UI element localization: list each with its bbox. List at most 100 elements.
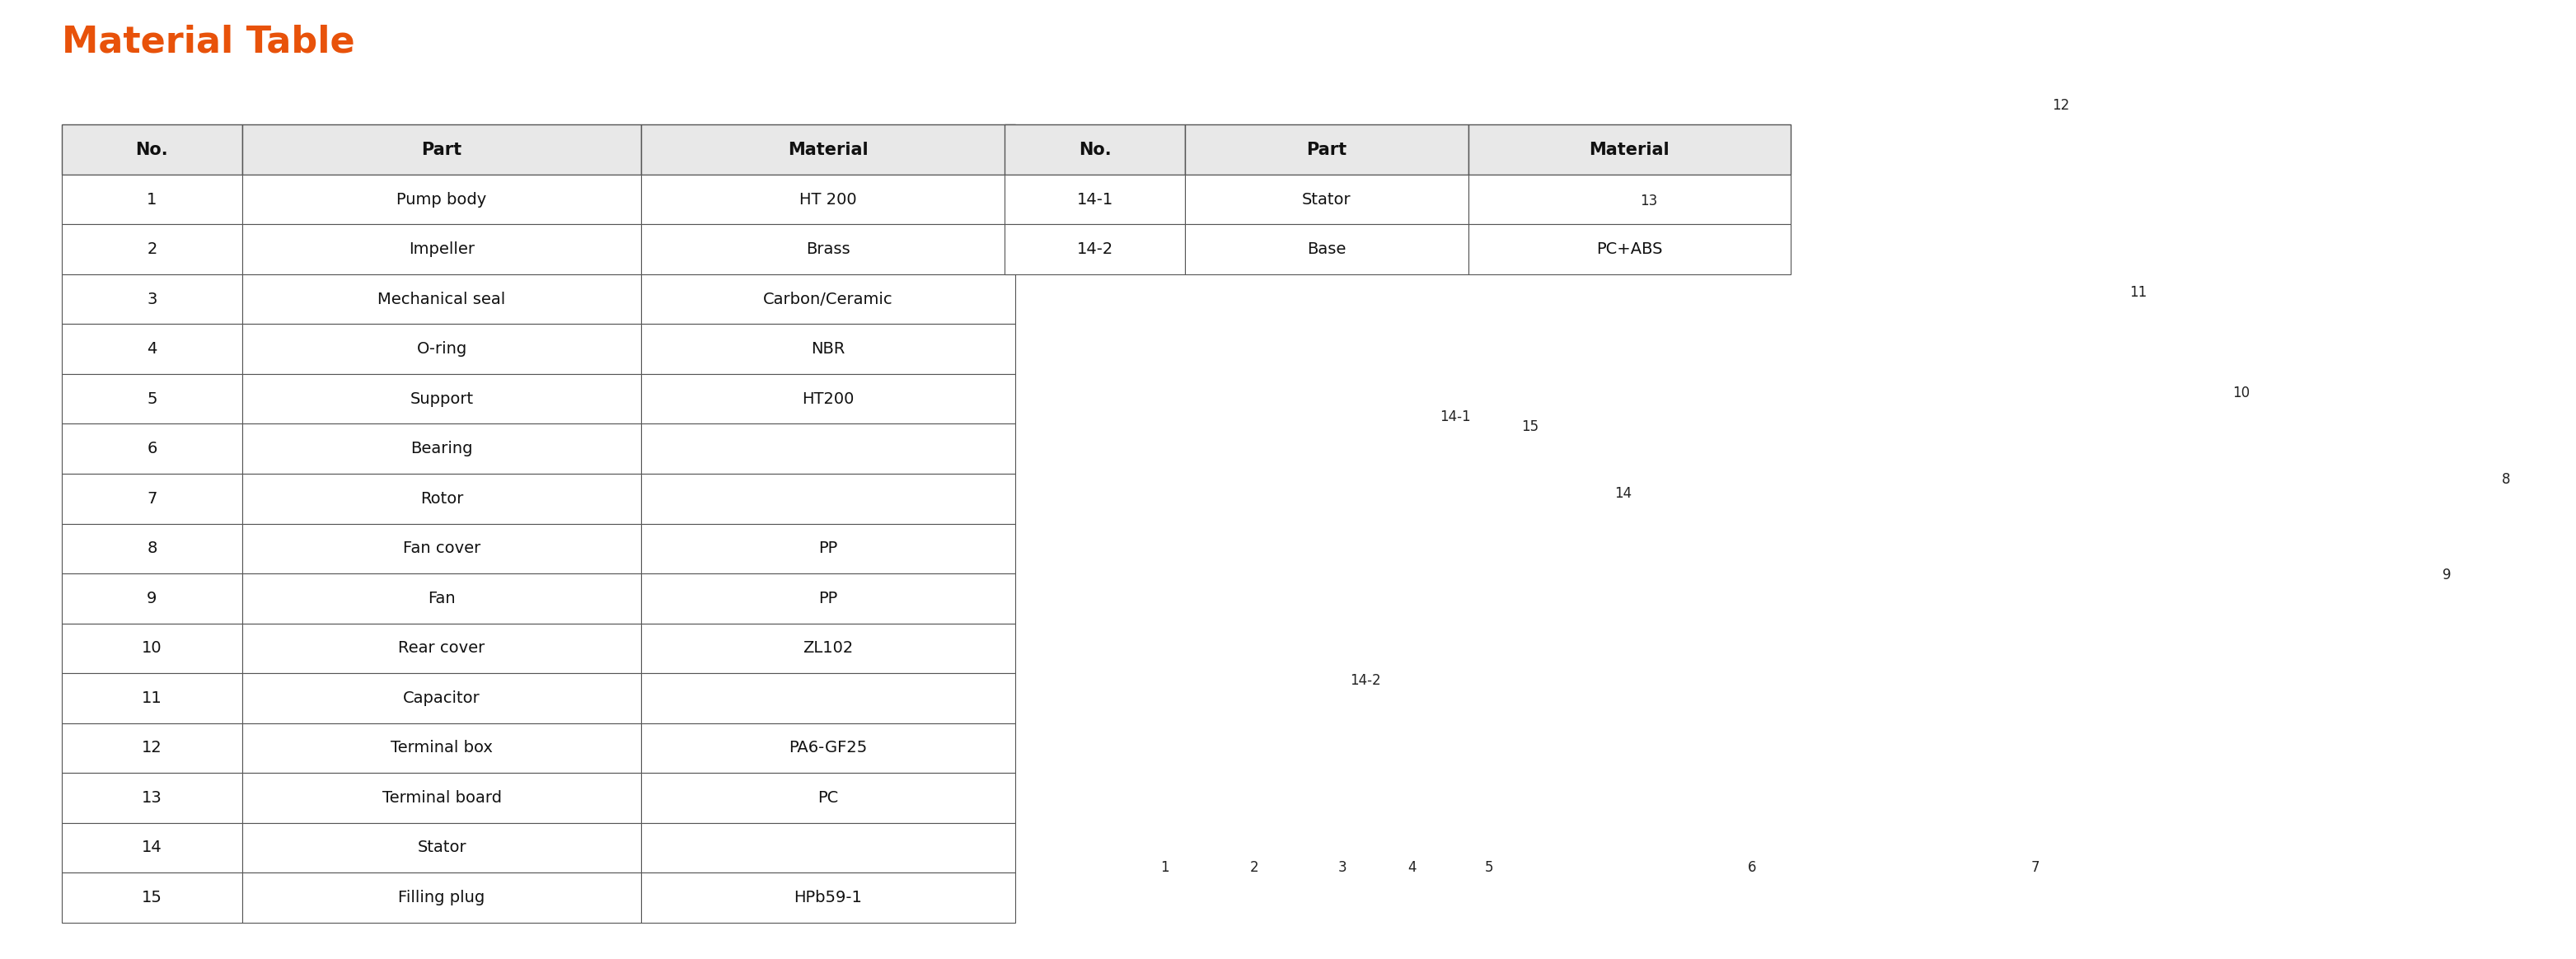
Bar (62, 573, 242, 623)
Text: PC: PC (817, 790, 840, 806)
Bar (641, 324, 1015, 374)
Text: Part: Part (422, 141, 461, 158)
Bar (1468, 175, 1790, 224)
Bar (1185, 224, 1468, 274)
Text: PP: PP (819, 591, 837, 606)
Text: Fan: Fan (428, 591, 456, 606)
Bar (641, 623, 1015, 673)
Bar (641, 573, 1015, 623)
Bar (242, 424, 641, 474)
Text: NBR: NBR (811, 341, 845, 357)
Text: 13: 13 (142, 790, 162, 806)
Bar (242, 474, 641, 524)
Bar (242, 823, 641, 873)
Text: Impeller: Impeller (410, 242, 474, 257)
Text: 8: 8 (147, 541, 157, 556)
Bar (62, 424, 242, 474)
Bar (641, 823, 1015, 873)
Bar (62, 374, 242, 424)
Text: Rear cover: Rear cover (399, 641, 484, 656)
Bar (641, 224, 1015, 274)
Text: 9: 9 (147, 591, 157, 606)
Text: 6: 6 (1747, 860, 1757, 876)
Text: 11: 11 (142, 690, 162, 706)
Text: ZL102: ZL102 (804, 641, 853, 656)
Bar (641, 175, 1015, 224)
Text: 12: 12 (2053, 98, 2069, 113)
Text: Capacitor: Capacitor (404, 690, 479, 706)
Text: Brass: Brass (806, 242, 850, 257)
Text: 15: 15 (1522, 419, 1538, 434)
Text: 7: 7 (147, 491, 157, 506)
Bar (641, 773, 1015, 823)
Text: 3: 3 (1337, 860, 1347, 876)
Text: Pump body: Pump body (397, 192, 487, 207)
Bar (242, 673, 641, 723)
Bar (62, 873, 242, 923)
Text: Material: Material (1589, 141, 1669, 158)
Text: 14-2: 14-2 (1350, 673, 1381, 689)
Bar (242, 873, 641, 923)
Bar (641, 723, 1015, 773)
Text: PP: PP (819, 541, 837, 556)
Bar (242, 773, 641, 823)
Text: 3: 3 (147, 292, 157, 307)
Text: 13: 13 (1641, 194, 1656, 209)
Bar (641, 424, 1015, 474)
Text: 2: 2 (147, 242, 157, 257)
Bar (242, 723, 641, 773)
Text: O-ring: O-ring (417, 341, 466, 357)
Bar (1185, 125, 1468, 175)
Bar (242, 374, 641, 424)
Bar (62, 773, 242, 823)
Bar (62, 823, 242, 873)
Bar (641, 474, 1015, 524)
Bar (641, 524, 1015, 573)
Text: PA6-GF25: PA6-GF25 (788, 740, 868, 756)
Bar (242, 274, 641, 324)
Text: Fan cover: Fan cover (402, 541, 482, 556)
Text: 10: 10 (142, 641, 162, 656)
Bar (641, 873, 1015, 923)
Bar (242, 623, 641, 673)
Text: Base: Base (1306, 242, 1347, 257)
Text: 5: 5 (147, 391, 157, 407)
Bar (62, 474, 242, 524)
Bar (242, 224, 641, 274)
Text: 14-2: 14-2 (1077, 242, 1113, 257)
Bar (242, 324, 641, 374)
Text: Material: Material (788, 141, 868, 158)
Text: 15: 15 (142, 890, 162, 905)
Bar (62, 224, 242, 274)
Bar (641, 673, 1015, 723)
Text: HPb59-1: HPb59-1 (793, 890, 863, 905)
Text: Filling plug: Filling plug (399, 890, 484, 905)
Text: Rotor: Rotor (420, 491, 464, 506)
Text: 6: 6 (147, 441, 157, 456)
Text: Terminal box: Terminal box (392, 740, 492, 756)
Bar (641, 125, 1015, 175)
Text: 14-1: 14-1 (1440, 409, 1471, 425)
Bar (62, 723, 242, 773)
Bar (1005, 125, 1185, 175)
Bar (1468, 224, 1790, 274)
Text: 1: 1 (1159, 860, 1170, 876)
Bar (62, 623, 242, 673)
Text: 12: 12 (142, 740, 162, 756)
Text: Mechanical seal: Mechanical seal (379, 292, 505, 307)
Text: 1: 1 (147, 192, 157, 207)
Text: 4: 4 (1406, 860, 1417, 876)
Bar (242, 573, 641, 623)
Text: Part: Part (1306, 141, 1347, 158)
Text: No.: No. (1079, 141, 1110, 158)
Text: 14: 14 (142, 840, 162, 855)
Bar (1468, 125, 1790, 175)
Bar (242, 524, 641, 573)
Text: Stator: Stator (1301, 192, 1352, 207)
Text: 7: 7 (2030, 860, 2040, 876)
Text: Carbon/Ceramic: Carbon/Ceramic (762, 292, 894, 307)
Bar (62, 524, 242, 573)
Text: 11: 11 (2130, 285, 2146, 300)
Text: 9: 9 (2442, 568, 2452, 583)
Text: 8: 8 (2501, 472, 2512, 487)
